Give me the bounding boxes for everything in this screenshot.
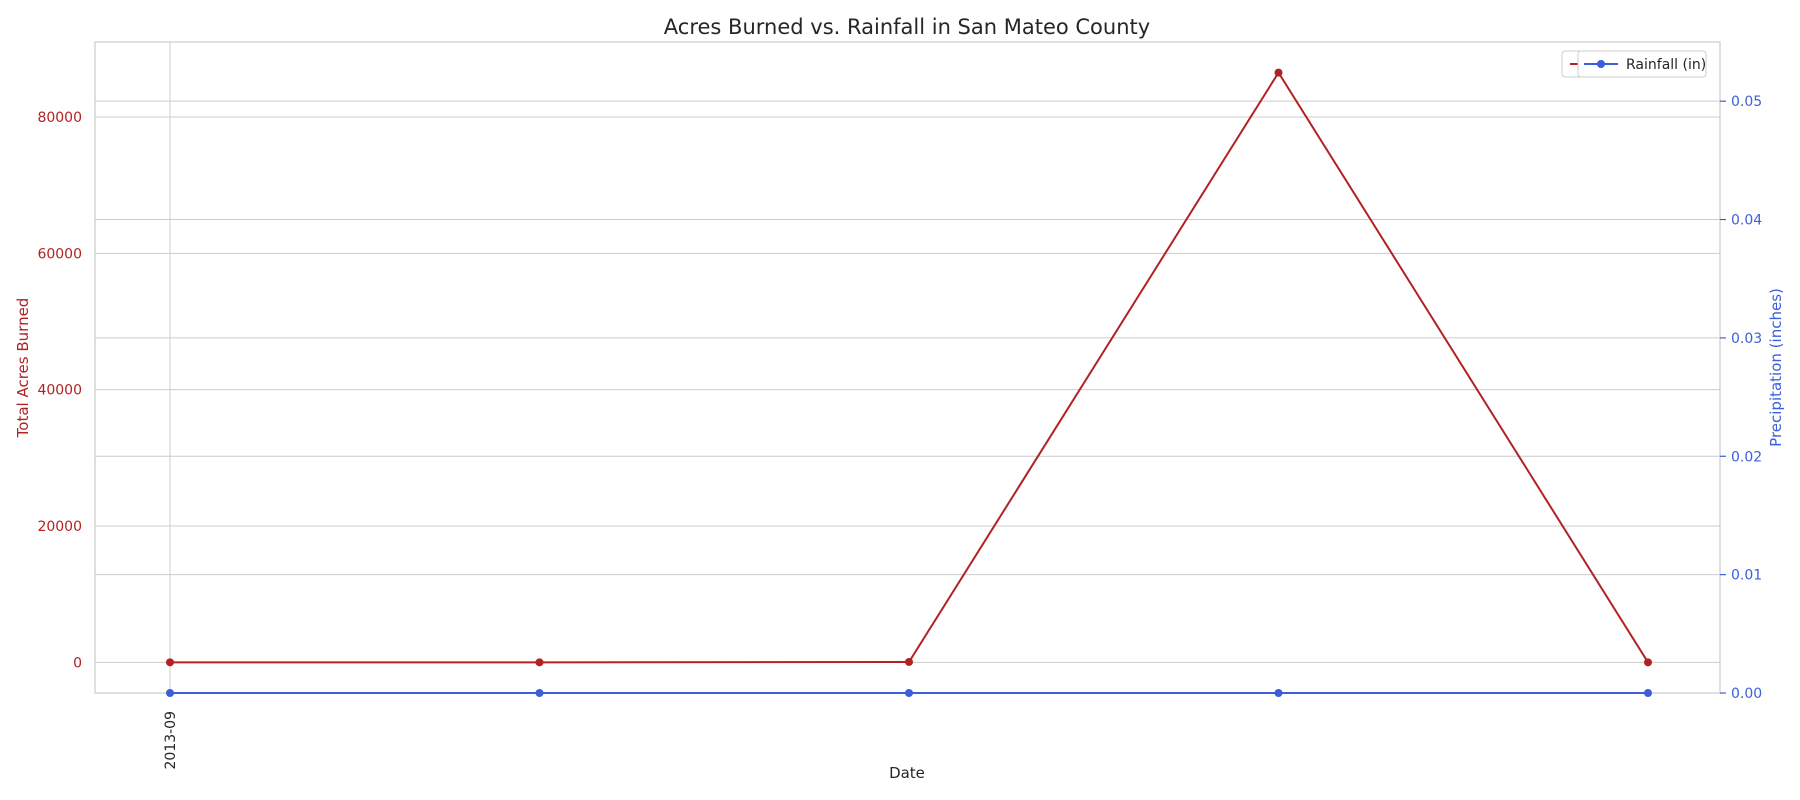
data-point: [1274, 689, 1283, 697]
right-tick-label: 0.02: [1731, 449, 1762, 465]
chart-title: Acres Burned vs. Rainfall in San Mateo C…: [664, 15, 1150, 39]
right-tick-label: 0.04: [1731, 213, 1762, 229]
left-tick-label: 60000: [37, 246, 82, 262]
legend[interactable]: Acres BurnedRainfall (in): [1561, 50, 1707, 78]
data-point: [1644, 658, 1652, 667]
left-tick-label: 0: [73, 655, 82, 671]
data-point: [1644, 689, 1652, 697]
right-tick-label: 0.03: [1731, 331, 1762, 347]
x-tick-label: 2013-09: [163, 711, 179, 770]
plot-area: [94, 41, 1721, 694]
legend-marker-rain: [1597, 60, 1605, 68]
left-tick-label: 20000: [37, 519, 82, 535]
data-point: [905, 689, 913, 697]
left-tick-label: 40000: [37, 383, 82, 399]
right-tick-label: 0.05: [1731, 94, 1762, 110]
data-point: [905, 657, 913, 666]
legend-label-rain: Rainfall (in): [1626, 57, 1706, 73]
legend-box-rain: [1577, 50, 1707, 78]
axes: 0 20000 40000 60000 80000 0.00 0.01 0.02 0.03 0.0…: [37, 94, 1762, 769]
right-tick-label: 0.01: [1731, 568, 1762, 584]
right-axis-label: Precipitation (inches): [1767, 288, 1785, 447]
data-point: [166, 658, 174, 667]
data-point: [535, 658, 544, 667]
x-axis-label: Date: [889, 764, 925, 782]
data-point: [1274, 68, 1283, 77]
right-tick-label: 0.00: [1731, 686, 1762, 702]
series-layer: [166, 68, 1652, 697]
grid: [94, 41, 1721, 694]
left-axis-label: Total Acres Burned: [14, 298, 32, 439]
data-point: [535, 689, 544, 697]
left-tick-label: 80000: [37, 110, 82, 126]
data-point: [166, 689, 174, 697]
